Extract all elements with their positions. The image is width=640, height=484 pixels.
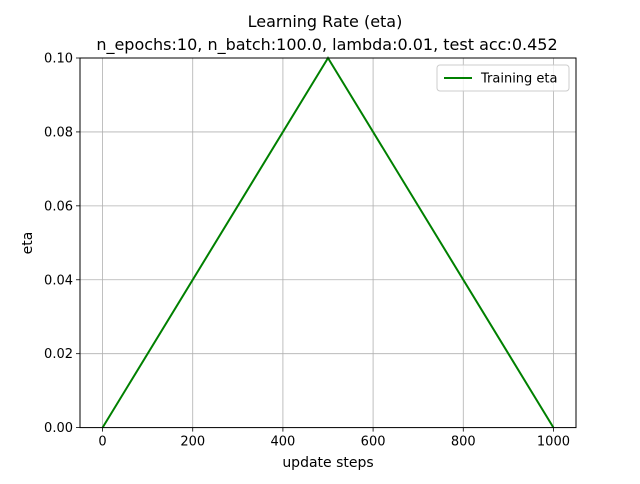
y-tick-label: 0.02 <box>44 347 73 362</box>
series-layer <box>101 56 555 429</box>
y-tick-label: 0.08 <box>44 125 73 140</box>
y-tick-label: 0.00 <box>44 421 73 436</box>
y-axis-label: eta <box>20 232 36 255</box>
x-axis: 0 200 400 600 800 1000 <box>98 427 570 450</box>
x-tick-label: 400 <box>270 435 295 450</box>
y-tick-label: 0.04 <box>44 273 73 288</box>
y-tick-label: 0.10 <box>44 52 73 67</box>
x-axis-label: update steps <box>282 455 373 471</box>
x-tick-label: 600 <box>361 435 386 450</box>
legend-box <box>436 64 570 92</box>
legend: Training eta <box>436 64 570 92</box>
x-tick-label: 800 <box>451 435 476 450</box>
series-line-training-eta <box>101 56 555 429</box>
chart-subtitle: n_epochs:10, n_batch:100.0, lambda:0.01,… <box>96 35 557 55</box>
x-tick-label: 0 <box>98 435 106 450</box>
chart-title: Learning Rate (eta) <box>248 12 403 31</box>
y-axis: 0.00 0.02 0.04 0.06 0.08 0.10 <box>44 52 80 436</box>
x-tick-label: 1000 <box>537 435 570 450</box>
y-tick-label: 0.06 <box>44 199 73 214</box>
grid <box>80 57 576 429</box>
plot-area-frame <box>79 57 577 429</box>
legend-label: Training eta <box>480 72 558 87</box>
x-tick-label: 200 <box>180 435 205 450</box>
